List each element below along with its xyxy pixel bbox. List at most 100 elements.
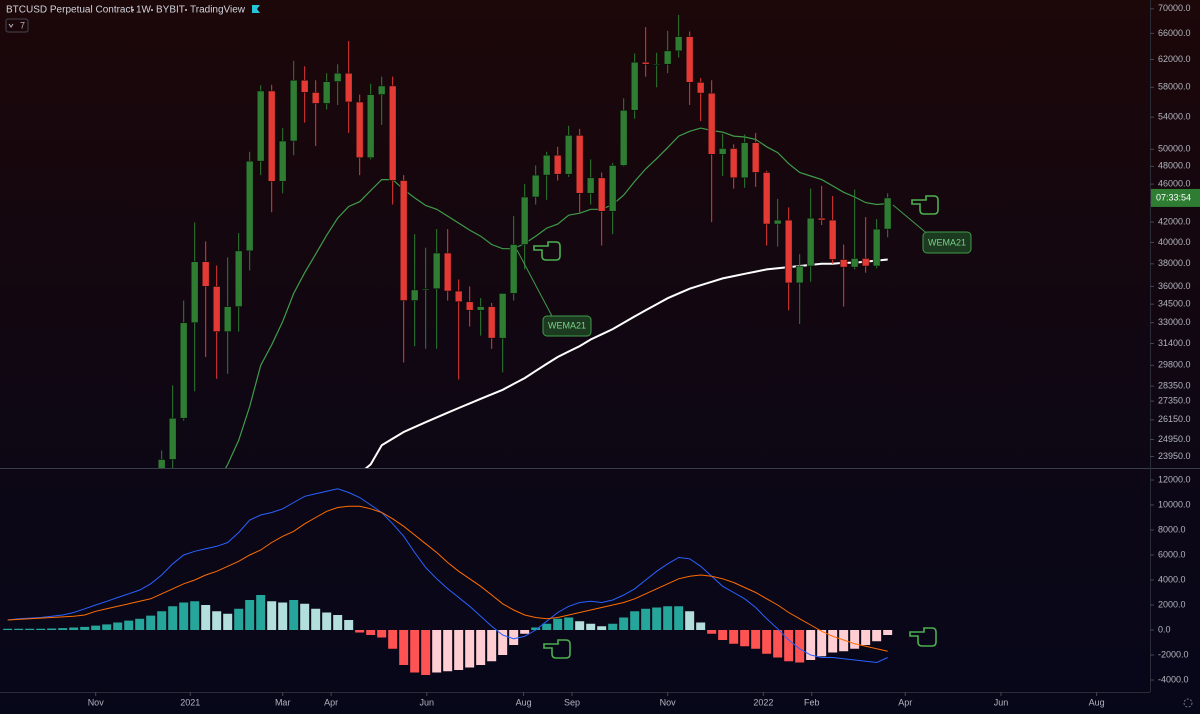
candle-body (190, 261, 199, 324)
histogram-bar (223, 613, 233, 630)
candle-body (509, 244, 518, 294)
candle-body (597, 177, 606, 212)
hand-icon (909, 627, 937, 647)
y-tick-label: 54000.0 (1158, 112, 1191, 122)
candle-body (707, 92, 716, 155)
y-tick-label: -4000.0 (1158, 674, 1189, 684)
histogram-bar (80, 626, 90, 630)
indicator-line (7, 488, 888, 664)
x-tick-label: Feb (804, 697, 820, 707)
flag-icon[interactable] (252, 5, 260, 13)
x-tick-label: Aug (1089, 697, 1105, 707)
macd-pane (3, 488, 893, 675)
histogram-bar (817, 630, 827, 657)
candle-body (476, 306, 485, 311)
candle-body (212, 286, 221, 332)
interval: 1W (136, 5, 152, 16)
collapse-button[interactable] (5, 18, 29, 33)
candle-body (751, 142, 760, 173)
y-tick-label: 62000.0 (1158, 54, 1191, 64)
histogram-bar (729, 630, 739, 644)
histogram-bar (91, 625, 101, 630)
histogram-bar (696, 622, 706, 630)
histogram-bar (553, 618, 563, 630)
separator-dot (185, 9, 187, 11)
y-tick-label: 42000.0 (1158, 216, 1191, 226)
histogram-bar (157, 611, 167, 630)
histogram-bar (36, 628, 46, 630)
exchange: BYBIT (156, 5, 185, 16)
histogram-bar (487, 630, 497, 662)
x-tick-label: Sep (564, 697, 580, 707)
histogram-bar (465, 630, 475, 668)
candle-body (564, 135, 573, 175)
x-tick-label: Nov (88, 697, 105, 707)
histogram-bar (3, 628, 13, 630)
y-tick-label: 34500.0 (1158, 299, 1191, 309)
histogram-bar (795, 630, 805, 663)
indicator-line (7, 505, 888, 652)
y-tick-label: 10000.0 (1158, 499, 1191, 509)
x-tick-label: Apr (324, 697, 338, 707)
histogram-bar (410, 630, 420, 673)
histogram-bar (377, 630, 387, 638)
histogram-bar (366, 630, 376, 635)
candle-body (663, 50, 672, 65)
histogram-bar (872, 630, 882, 642)
y-tick-label: 48000.0 (1158, 161, 1191, 171)
y-tick-label: 26150.0 (1158, 414, 1191, 424)
candle-body (839, 259, 848, 268)
histogram-bar (707, 630, 717, 634)
candle-body (762, 172, 771, 225)
candle-body (388, 85, 397, 181)
candle-body (355, 101, 364, 159)
histogram-bar (586, 623, 596, 630)
y-tick-label: 40000.0 (1158, 237, 1191, 247)
x-tick-label: Jun (420, 697, 435, 707)
candle-body (410, 289, 419, 301)
candle-body (300, 79, 309, 93)
histogram-bar (201, 605, 211, 630)
histogram-bar (421, 630, 431, 675)
candle-body (718, 148, 727, 155)
histogram-bar (718, 630, 728, 640)
candle-body (850, 258, 859, 268)
histogram-bar (322, 612, 332, 630)
candle-body (157, 459, 166, 468)
candle-body (729, 148, 738, 179)
histogram-bar (850, 630, 860, 649)
callout-box (542, 315, 592, 337)
histogram-bar (630, 611, 640, 630)
settings-button[interactable] (1183, 698, 1193, 708)
histogram-bar (773, 630, 783, 658)
y-tick-label: 8000.0 (1158, 524, 1186, 534)
candle-body (322, 81, 331, 104)
candle-body (696, 82, 705, 94)
histogram-bar (740, 630, 750, 647)
candle-body (498, 293, 507, 339)
histogram-bar (300, 603, 310, 630)
histogram-bar (839, 630, 849, 652)
annotations: WEMA21 WEMA21 (516, 195, 972, 659)
histogram-bar (531, 627, 541, 630)
candle-body (817, 217, 826, 221)
hand-icon (543, 639, 571, 659)
candle-body (575, 135, 584, 194)
candle-body (608, 165, 617, 212)
histogram-bar (333, 615, 343, 630)
y-tick-label: -2000.0 (1158, 649, 1189, 659)
y-tick-label: 6000.0 (1158, 549, 1186, 559)
callout-text: WEMA21 (928, 237, 966, 247)
hand-icon (533, 241, 561, 261)
price-tag (1151, 188, 1200, 207)
candle-body (465, 301, 474, 311)
histogram-bar (674, 606, 684, 630)
source: TradingView (190, 5, 246, 16)
histogram-bar (234, 608, 244, 630)
candle-body (795, 265, 804, 284)
y-tick-label: 46000.0 (1158, 178, 1191, 188)
histogram-bar (520, 630, 530, 634)
candle-body (487, 306, 496, 339)
candle-body (333, 72, 342, 82)
